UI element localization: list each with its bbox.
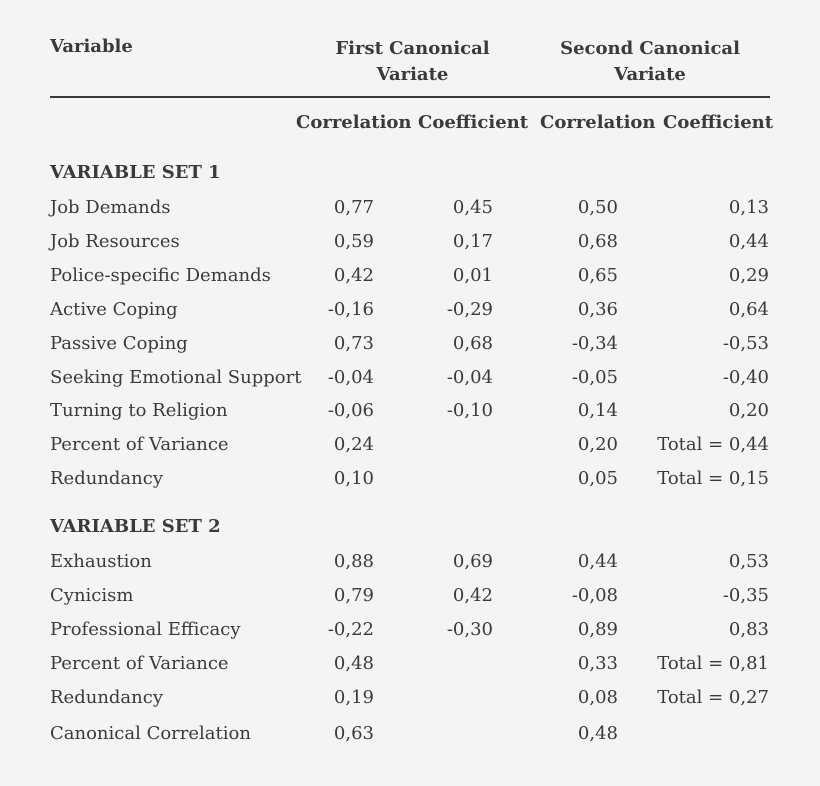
- row-label: Redundancy: [50, 686, 164, 708]
- table-row: Active Coping -0,16 -0,29 0,36 0,64: [0, 297, 820, 323]
- row-label: Professional Efficacy: [50, 618, 241, 640]
- table-row: Passive Coping 0,73 0,68 -0,34 -0,53: [0, 331, 820, 357]
- table-row: Percent of Variance 0,24 0,20 Total = 0,44: [0, 432, 820, 458]
- table-row-canonical-correlation: Canonical Correlation 0,63 0,48: [0, 721, 820, 747]
- header-second-line2: Variate: [614, 64, 686, 85]
- table-row: Job Demands 0,77 0,45 0,50 0,13: [0, 195, 820, 221]
- table-row: Redundancy 0,19 0,08 Total = 0,27: [0, 685, 820, 711]
- table-row: Redundancy 0,10 0,05 Total = 0,15: [0, 466, 820, 492]
- cell-second-correlation: 0,20: [577, 434, 618, 456]
- cell-second-correlation: 0,33: [577, 652, 618, 674]
- row-label: Percent of Variance: [50, 652, 229, 674]
- section-title-set2: VARIABLE SET 2: [50, 516, 221, 537]
- cell-second-correlation: 0,48: [577, 723, 618, 744]
- cell-first-correlation: -0,16: [327, 298, 374, 320]
- cell-first-correlation: 0,24: [333, 434, 374, 456]
- table-row: Turning to Religion -0,06 -0,10 0,14 0,20: [0, 398, 820, 424]
- cell-first-correlation: -0,04: [327, 366, 374, 388]
- subheader-correlation-2: Correlation: [540, 112, 656, 133]
- section-title-set1: VARIABLE SET 1: [50, 162, 221, 183]
- cell-second-coefficient: 0,53: [728, 551, 769, 572]
- cell-second-coefficient: 0,20: [728, 400, 769, 422]
- row-label: Passive Coping: [50, 332, 188, 354]
- row-label: Job Demands: [50, 197, 171, 218]
- header-first-line2: Variate: [376, 64, 449, 85]
- cell-second-correlation: 0,89: [577, 618, 618, 640]
- cell-second-correlation: -0,34: [571, 332, 618, 354]
- cell-first-correlation: 0,42: [333, 264, 374, 286]
- cell-first-correlation: 0,88: [333, 551, 374, 572]
- header-first-line1: First Canonical: [335, 38, 490, 59]
- header-second-canonical: Second Canonical Variate: [550, 36, 750, 88]
- cell-second-correlation: 0,65: [577, 264, 618, 286]
- cell-first-coefficient: -0,10: [446, 400, 493, 422]
- cell-second-correlation: 0,50: [577, 197, 618, 218]
- table-row: Seeking Emotional Support -0,04 -0,04 -0,05…: [0, 365, 820, 391]
- cell-second-correlation: 0,36: [577, 298, 618, 320]
- cell-second-coefficient: Total = 0,27: [657, 686, 769, 708]
- cell-second-correlation: -0,05: [571, 366, 618, 388]
- row-label: Active Coping: [50, 298, 178, 320]
- cell-first-correlation: 0,79: [333, 584, 374, 606]
- table-row: Exhaustion 0,88 0,69 0,44 0,53: [0, 549, 820, 575]
- row-label: Cynicism: [50, 584, 134, 606]
- cell-first-correlation: 0,59: [333, 230, 374, 252]
- header-variable: Variable: [50, 36, 133, 57]
- cell-first-coefficient: 0,69: [452, 551, 493, 572]
- cell-first-correlation: -0,06: [327, 400, 374, 422]
- cell-first-coefficient: -0,04: [446, 366, 493, 388]
- cell-first-coefficient: 0,42: [452, 584, 493, 606]
- cell-second-coefficient: -0,40: [722, 366, 769, 388]
- cell-first-correlation: 0,48: [333, 652, 374, 674]
- header-second-line1: Second Canonical: [560, 38, 740, 59]
- header-divider: [50, 96, 770, 98]
- cell-first-correlation: 0,63: [333, 723, 374, 744]
- row-label: Seeking Emotional Support: [50, 366, 302, 388]
- row-label: Turning to Religion: [50, 400, 228, 422]
- cell-first-coefficient: 0,01: [452, 264, 493, 286]
- cell-second-coefficient: Total = 0,15: [657, 468, 769, 490]
- subheader-coefficient-1: Coefficient: [418, 112, 529, 133]
- cell-second-correlation: 0,14: [577, 400, 618, 422]
- cell-second-correlation: -0,08: [571, 584, 618, 606]
- cell-first-correlation: -0,22: [327, 618, 374, 640]
- row-label: Job Resources: [50, 230, 180, 252]
- cell-first-coefficient: -0,29: [446, 298, 493, 320]
- cell-second-coefficient: 0,29: [728, 264, 769, 286]
- row-label: Exhaustion: [50, 551, 152, 572]
- table-row: Police-specific Demands 0,42 0,01 0,65 0,29: [0, 263, 820, 289]
- cell-second-correlation: 0,05: [577, 468, 618, 490]
- cell-first-correlation: 0,73: [333, 332, 374, 354]
- cell-first-coefficient: 0,68: [452, 332, 493, 354]
- cell-first-correlation: 0,10: [333, 468, 374, 490]
- cell-second-coefficient: 0,83: [728, 618, 769, 640]
- cell-first-coefficient: 0,45: [452, 197, 493, 218]
- cell-second-correlation: 0,08: [577, 686, 618, 708]
- cell-second-coefficient: -0,35: [722, 584, 769, 606]
- cell-first-correlation: 0,77: [333, 197, 374, 218]
- table-row: Professional Efficacy -0,22 -0,30 0,89 0,83: [0, 617, 820, 643]
- cell-second-coefficient: 0,13: [728, 197, 769, 218]
- subheader-correlation-1: Correlation: [296, 112, 412, 133]
- cell-second-coefficient: Total = 0,44: [657, 434, 769, 456]
- cell-second-coefficient: 0,44: [728, 230, 769, 252]
- table-row: Cynicism 0,79 0,42 -0,08 -0,35: [0, 583, 820, 609]
- subheader-coefficient-2: Coefficient: [663, 112, 774, 133]
- row-label: Canonical Correlation: [50, 723, 251, 744]
- header-first-canonical: First Canonical Variate: [330, 36, 495, 88]
- row-label: Police-specific Demands: [50, 264, 271, 286]
- table-row: Percent of Variance 0,48 0,33 Total = 0,81: [0, 651, 820, 677]
- cell-second-coefficient: -0,53: [722, 332, 769, 354]
- cell-second-coefficient: Total = 0,81: [657, 652, 769, 674]
- cell-second-correlation: 0,68: [577, 230, 618, 252]
- table-row: Job Resources 0,59 0,17 0,68 0,44: [0, 229, 820, 255]
- cell-second-correlation: 0,44: [577, 551, 618, 572]
- cell-first-correlation: 0,19: [333, 686, 374, 708]
- cell-second-coefficient: 0,64: [728, 298, 769, 320]
- cell-first-coefficient: -0,30: [446, 618, 493, 640]
- cell-first-coefficient: 0,17: [452, 230, 493, 252]
- row-label: Percent of Variance: [50, 434, 229, 456]
- row-label: Redundancy: [50, 468, 164, 490]
